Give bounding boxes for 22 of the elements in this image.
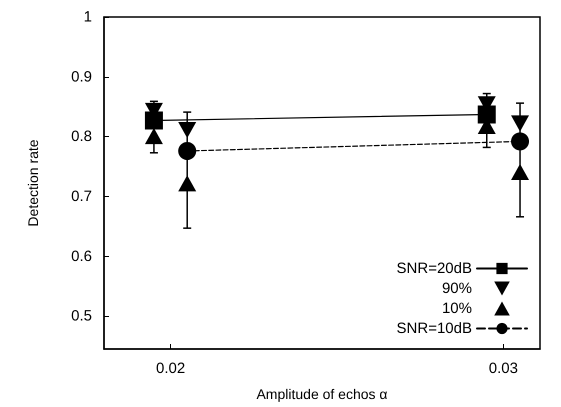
point — [144, 128, 163, 144]
y-tick-label: 0.5 — [71, 308, 92, 325]
x-tick-label: 0.02 — [156, 360, 186, 377]
y-tick-label: 0.6 — [71, 248, 92, 265]
y-tick-label: 1 — [84, 8, 92, 26]
legend-label: SNR=10dB — [396, 320, 472, 337]
x-tick-label: 0.03 — [488, 360, 518, 377]
y-tick-label: 0.9 — [71, 68, 92, 86]
point — [511, 164, 530, 180]
y-axis-title: Detection rate — [25, 139, 41, 227]
y-tick-label: 0.8 — [71, 128, 92, 146]
point — [144, 111, 163, 130]
x-axis-title: Amplitude of echos α — [256, 386, 388, 402]
point — [178, 142, 196, 160]
legend-label: SNR=20dB — [396, 260, 472, 277]
point — [511, 115, 530, 132]
legend-label: 10% — [442, 300, 472, 317]
point — [178, 175, 196, 192]
point — [511, 132, 530, 150]
y-tick-label: 0.7 — [71, 188, 92, 205]
point — [178, 122, 196, 138]
legend-label: 90% — [442, 280, 472, 297]
